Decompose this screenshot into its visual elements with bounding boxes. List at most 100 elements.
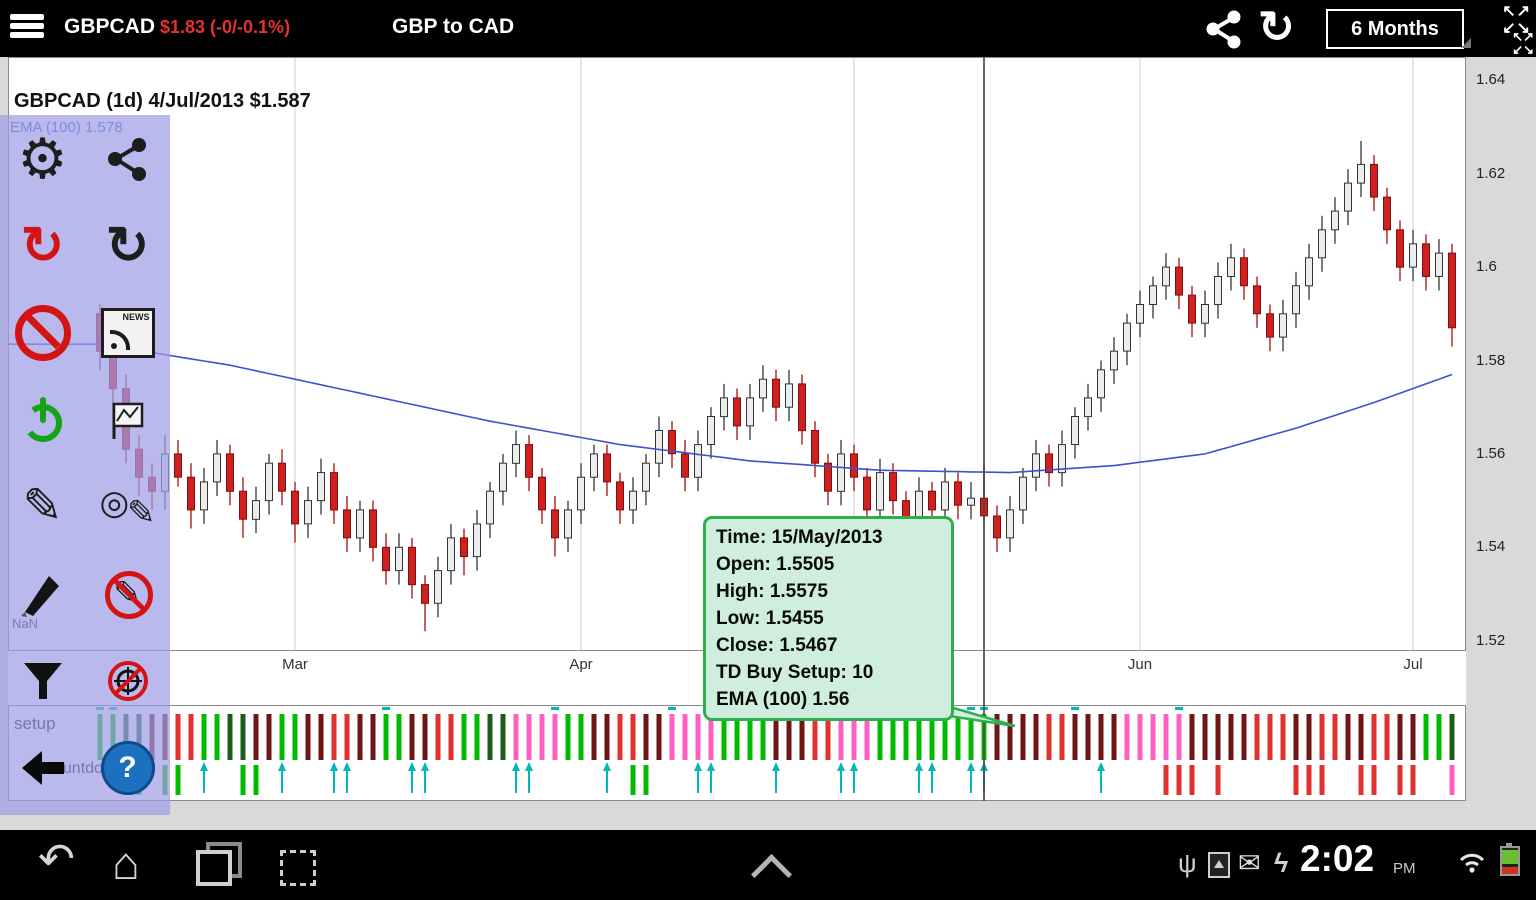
nav-recents-icon[interactable] xyxy=(196,842,242,886)
help-button[interactable]: ? xyxy=(85,724,170,811)
countdown-bar xyxy=(253,765,259,795)
nav-expand-chevron-icon[interactable] xyxy=(750,853,793,896)
setup-bar xyxy=(435,714,441,760)
range-selector[interactable]: 6 Months xyxy=(1326,9,1464,49)
setup-bar xyxy=(825,714,831,760)
candle-down xyxy=(863,476,871,511)
chart-flag-button[interactable] xyxy=(85,376,170,463)
no-target-button[interactable] xyxy=(85,637,170,724)
share-button[interactable] xyxy=(85,115,170,202)
countdown-bar xyxy=(1293,765,1299,795)
settings-button[interactable]: ⚙ xyxy=(0,115,85,202)
candle-down xyxy=(954,481,962,506)
refresh-icon[interactable]: ↻ xyxy=(1258,3,1295,52)
brush-button[interactable] xyxy=(0,550,85,637)
candle-up xyxy=(447,537,455,572)
y-axis-label: 1.64 xyxy=(1476,71,1506,89)
candle-down xyxy=(538,476,546,511)
setup-bar xyxy=(1202,714,1208,760)
setup-bar xyxy=(721,714,727,760)
power-icon xyxy=(23,396,62,442)
candle-down xyxy=(421,584,429,604)
candle-down xyxy=(1370,163,1378,198)
candle-up xyxy=(1110,350,1118,371)
x-axis-label: Mar xyxy=(282,656,308,673)
clock-meridiem: PM xyxy=(1393,860,1416,877)
top-bar: GBPCAD $1.83 (-0/-0.1%) GBP to CAD ↻ 6 M… xyxy=(0,0,1536,57)
candle-down xyxy=(525,444,533,478)
setup-bar xyxy=(1280,714,1286,760)
news-button[interactable]: NEWS xyxy=(85,289,170,376)
indicator-panel[interactable] xyxy=(8,705,1466,801)
candle-up xyxy=(1019,476,1027,511)
setup-bar xyxy=(552,714,558,760)
candle-up xyxy=(1201,304,1209,324)
block-icon xyxy=(14,304,71,361)
candle-up xyxy=(1123,322,1131,352)
no-draw-button[interactable]: ✎ xyxy=(85,550,170,637)
setup-bar xyxy=(279,714,285,760)
candle-down xyxy=(239,490,247,520)
candle-up xyxy=(1357,163,1365,184)
setup-bar xyxy=(500,714,506,760)
nav-back-icon[interactable]: ↶ xyxy=(38,835,75,884)
block-button[interactable] xyxy=(0,289,85,376)
share-icon[interactable] xyxy=(1203,8,1245,50)
candle-up xyxy=(642,462,650,492)
setup-bar xyxy=(812,714,818,760)
setup-bar xyxy=(760,714,766,760)
setup-bar xyxy=(227,714,233,760)
setup-bar xyxy=(1020,714,1026,760)
setup-bar xyxy=(851,714,857,760)
setup-bar xyxy=(877,714,883,760)
candle-up xyxy=(1162,266,1170,287)
target-circle-icon: ◎ xyxy=(99,483,130,522)
tooltip: Time: 15/May/2013 Open: 1.5505 High: 1.557… xyxy=(703,516,954,721)
nav-screenshot-icon[interactable] xyxy=(280,850,316,886)
draw-button[interactable]: ✎ xyxy=(0,463,85,550)
setup-flag-mark xyxy=(967,707,975,710)
setup-bar xyxy=(1137,714,1143,760)
countdown-bar xyxy=(1358,765,1364,795)
fullscreen-icon[interactable]: ↖ ↗ ↙ ↘ xyxy=(1502,4,1530,37)
setup-bar xyxy=(955,714,961,760)
candle-down xyxy=(681,453,689,478)
back-tool-button[interactable] xyxy=(0,724,85,811)
setup-bar xyxy=(643,714,649,760)
refresh-dark-button[interactable]: ↻ xyxy=(85,202,170,289)
candle-down xyxy=(616,481,624,511)
countdown-up-arrow-head xyxy=(707,762,715,771)
setup-bar xyxy=(1267,714,1273,760)
setup-bar xyxy=(526,714,532,760)
candle-up xyxy=(434,570,442,604)
setup-bar xyxy=(1436,714,1442,760)
tooltip-line: Open: 1.5505 xyxy=(716,554,835,575)
indicator-edit-button[interactable]: ◎ ✎ xyxy=(85,463,170,550)
refresh-red-button[interactable]: ↻ xyxy=(0,202,85,289)
arrow-se-icon: ↘ xyxy=(1516,20,1530,37)
countdown-bar xyxy=(1163,765,1169,795)
candle-up xyxy=(785,383,793,408)
candle-up xyxy=(1435,252,1443,277)
candle-down xyxy=(798,383,806,432)
fullscreen-icon-secondary[interactable]: ↖ ↗ ↙ ↘ xyxy=(1512,30,1534,56)
mail-status-icon: ✉ xyxy=(1238,848,1261,878)
candle-down xyxy=(772,378,780,408)
countdown-up-arrow-head xyxy=(330,762,338,771)
setup-bar xyxy=(864,714,870,760)
setup-bar xyxy=(630,714,636,760)
menu-hamburger-icon[interactable] xyxy=(10,11,46,45)
candle-up xyxy=(213,453,221,483)
nav-home-icon[interactable]: ⌂ xyxy=(112,837,140,889)
power-button[interactable] xyxy=(0,376,85,463)
countdown-up-arrow-head xyxy=(694,762,702,771)
filter-button[interactable] xyxy=(0,637,85,724)
setup-bar xyxy=(617,714,623,760)
countdown-up-arrow-head xyxy=(200,762,208,771)
candle-down xyxy=(889,472,897,502)
setup-bar xyxy=(799,714,805,760)
setup-bar xyxy=(383,714,389,760)
setup-bar xyxy=(1241,714,1247,760)
candle-up xyxy=(395,546,403,572)
setup-bar xyxy=(1423,714,1429,760)
